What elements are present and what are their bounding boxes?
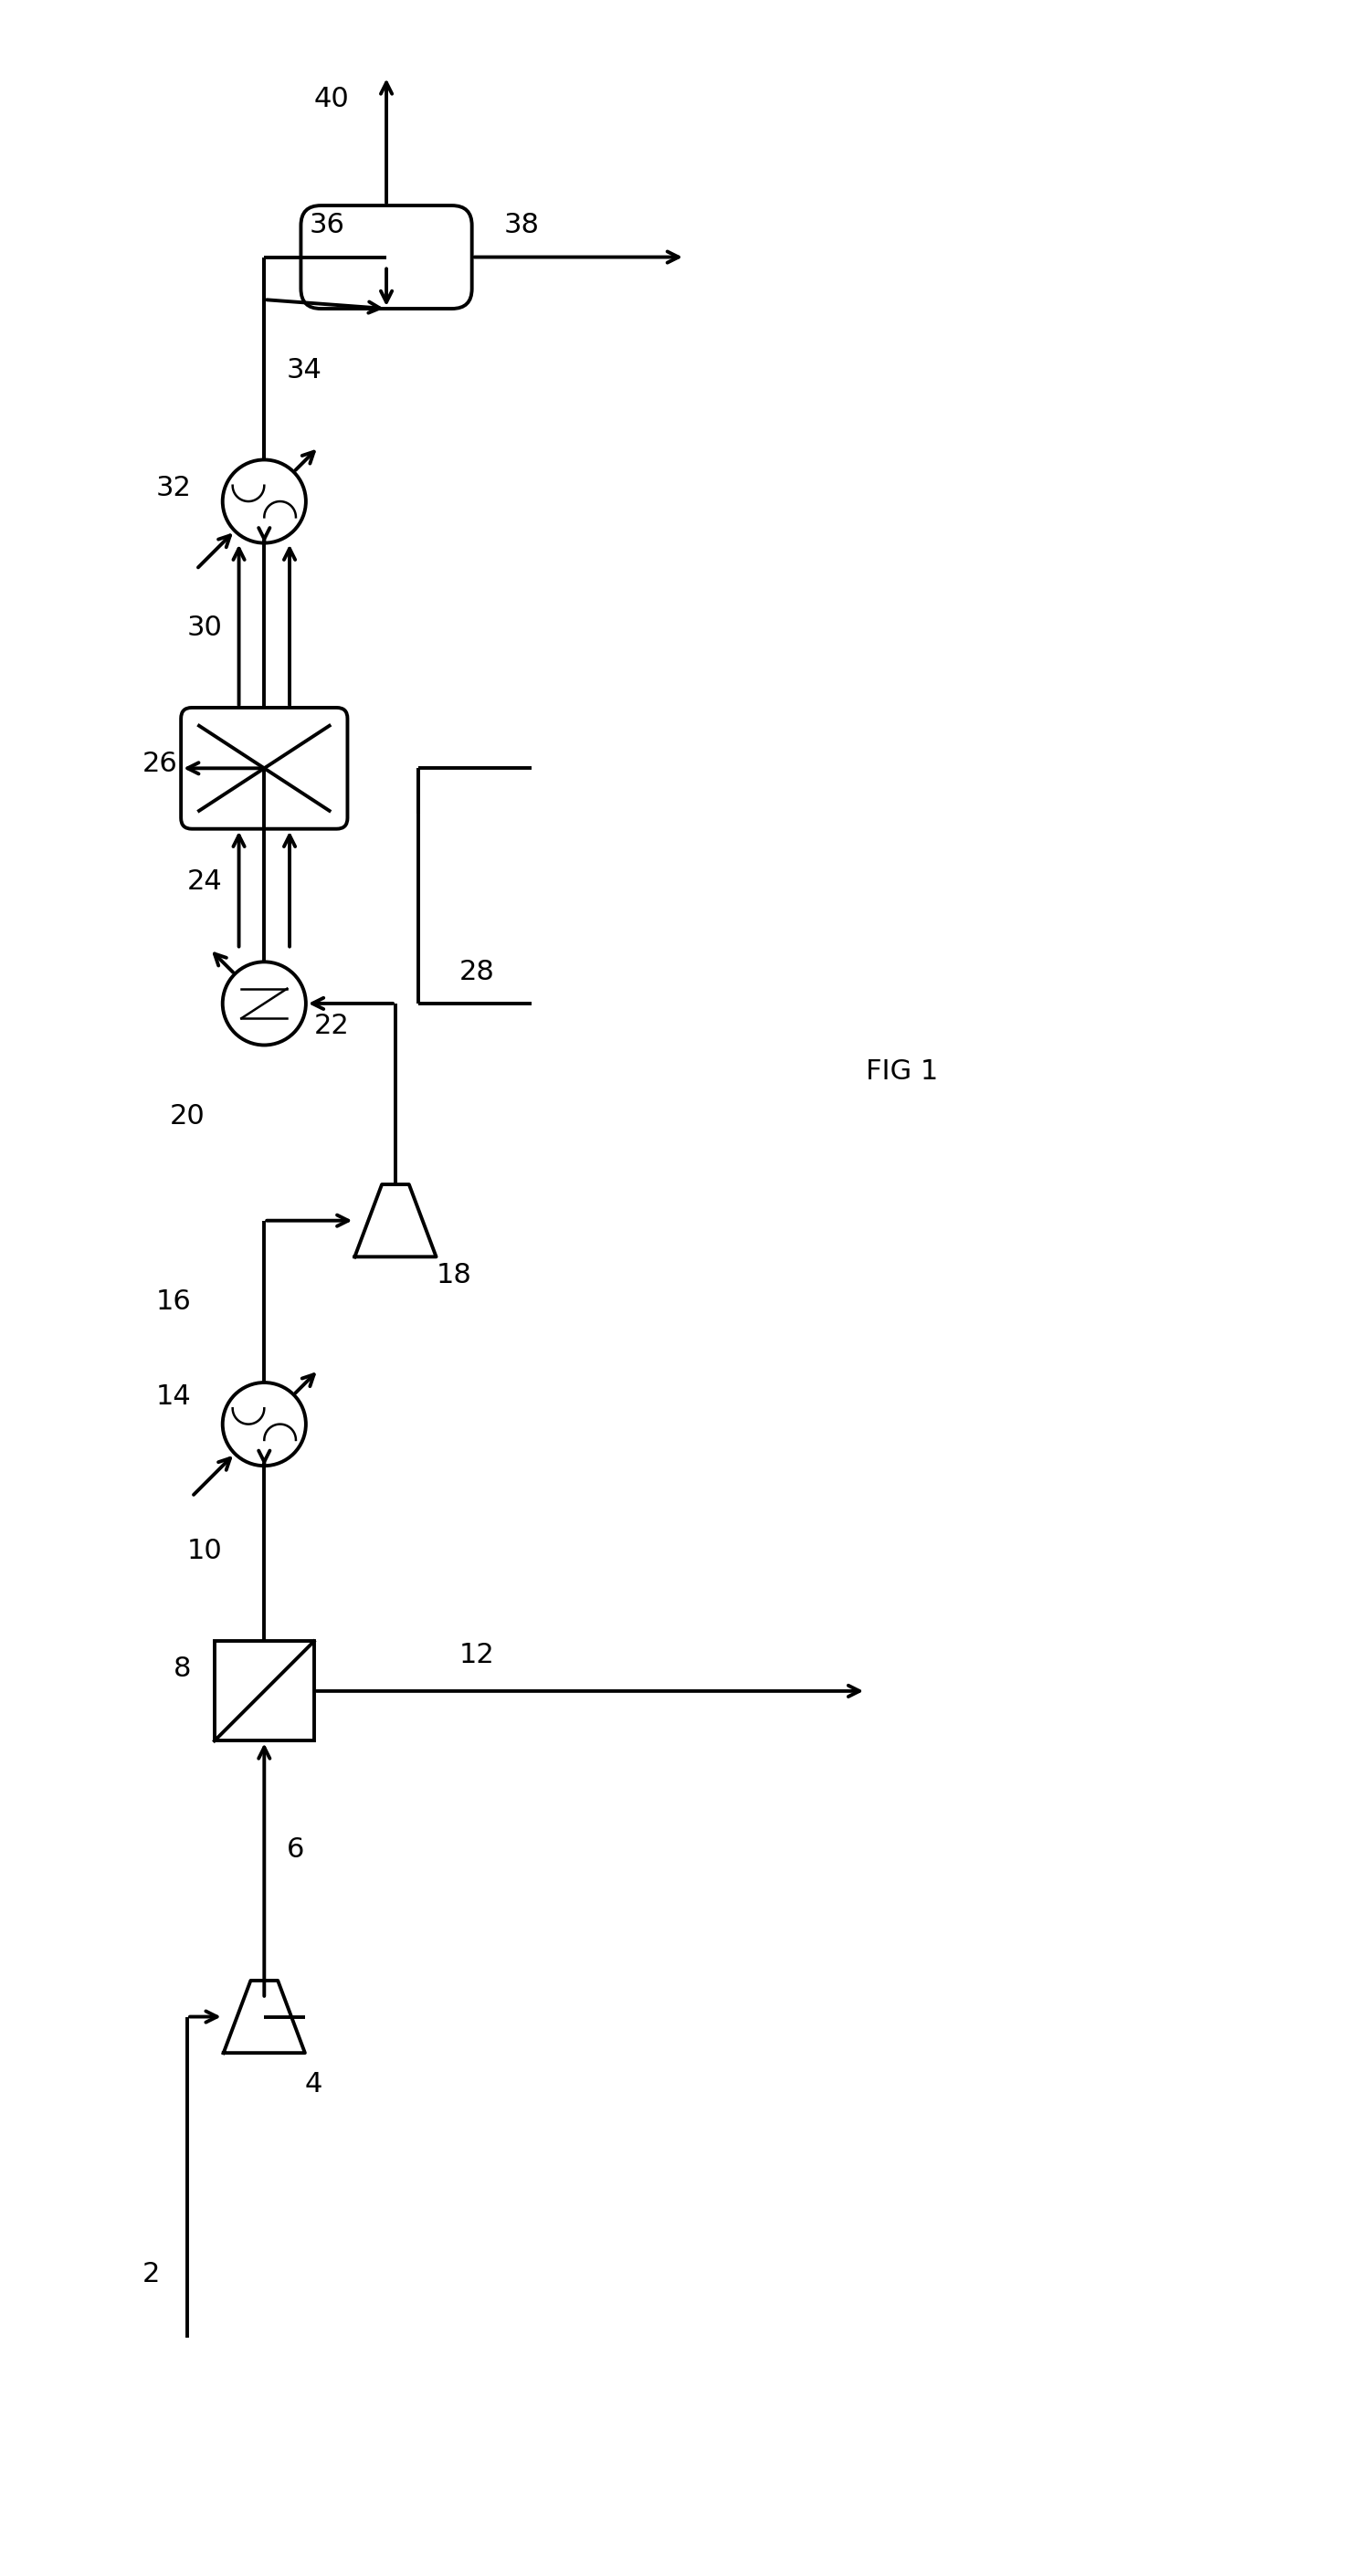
Text: 2: 2 [142,2262,160,2287]
Text: 24: 24 [188,868,223,894]
Text: 18: 18 [436,1262,471,1288]
Text: 36: 36 [310,211,345,240]
Text: 30: 30 [188,616,223,641]
Text: 4: 4 [306,2071,323,2097]
Text: 40: 40 [314,85,349,111]
Text: 8: 8 [174,1656,192,1682]
Text: 14: 14 [156,1383,190,1409]
Text: FIG 1: FIG 1 [866,1059,938,1084]
Text: 32: 32 [156,474,192,502]
Text: 22: 22 [314,1012,349,1038]
Bar [215,1641,314,1741]
Text: 28: 28 [459,958,495,984]
Text: 38: 38 [504,211,540,240]
Text: 6: 6 [286,1837,304,1862]
Text: 10: 10 [188,1538,223,1564]
Text: 34: 34 [286,358,322,384]
Text: 26: 26 [142,750,178,778]
Text: 16: 16 [156,1288,190,1316]
Text: 12: 12 [459,1641,495,1669]
Text: 20: 20 [170,1103,204,1131]
